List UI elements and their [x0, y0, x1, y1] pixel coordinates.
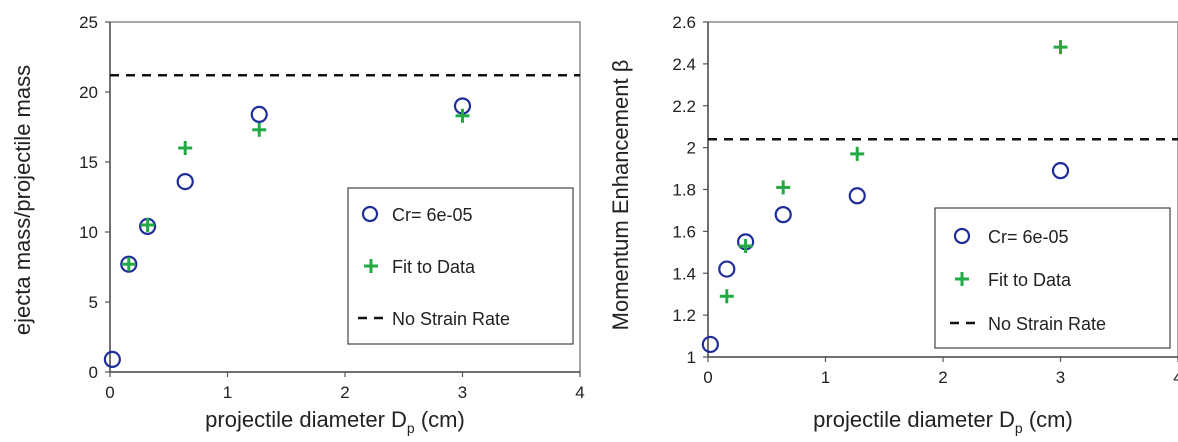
fit-data-point — [850, 146, 865, 161]
x-tick-label: 2 — [938, 368, 947, 387]
legend-label-dashed: No Strain Rate — [392, 309, 510, 329]
y-tick-label: 1.6 — [672, 222, 696, 241]
x-tick-label: 2 — [340, 383, 349, 402]
cr-data-point — [176, 173, 194, 191]
y-tick-label: 0 — [89, 363, 98, 382]
legend-marker-plus — [364, 259, 378, 273]
legend-box — [347, 187, 574, 345]
legend-label-circle: Cr= 6e-05 — [988, 227, 1069, 247]
y-tick-label: 2.6 — [672, 13, 696, 32]
legend-label-plus: Fit to Data — [988, 270, 1072, 290]
fit-data-point — [178, 141, 193, 155]
y-tick-label: 2 — [687, 139, 696, 158]
x-tick-label: 0 — [105, 383, 114, 402]
x-axis-title: projectile diameter Dp (cm) — [205, 407, 465, 436]
x-tick-label: 0 — [703, 368, 712, 387]
y-axis-title: Momentum Enhancement β — [608, 60, 633, 331]
fit-data-point — [776, 180, 791, 195]
fit-data-point — [455, 108, 470, 123]
y-tick-label: 2.4 — [672, 55, 696, 74]
chart-ejecta-mass: 0 1 2 3 4 0 5 10 15 20 25 Cr= 6e-05 Fit to Data N… — [10, 13, 585, 436]
legend-box — [934, 207, 1171, 349]
y-tick-label: 1.2 — [672, 306, 696, 325]
cr-data-point — [774, 206, 792, 224]
y-tick-label: 1.8 — [672, 181, 696, 200]
y-axis-title: ejecta mass/projectile mass — [10, 65, 35, 335]
x-tick-label: 3 — [458, 383, 467, 402]
fit-data-point — [1053, 40, 1068, 55]
legend-label-circle: Cr= 6e-05 — [392, 205, 473, 225]
legend-marker-plus — [955, 272, 969, 286]
y-tick-label: 25 — [79, 13, 98, 32]
x-tick-label: 1 — [821, 368, 830, 387]
y-tick-label: 5 — [89, 293, 98, 312]
cr-data-point — [120, 255, 138, 273]
cr-data-point — [718, 260, 736, 278]
fit-data-point — [121, 257, 136, 272]
y-tick-label: 2.2 — [672, 97, 696, 116]
fit-data-point — [738, 239, 753, 254]
y-tick-label: 15 — [79, 153, 98, 172]
cr-data-point — [701, 335, 719, 354]
cr-data-point — [250, 105, 268, 124]
x-tick-label: 4 — [1173, 368, 1178, 387]
y-tick-label: 10 — [79, 223, 98, 242]
legend-label-plus: Fit to Data — [392, 257, 476, 277]
y-tick-label: 20 — [79, 83, 98, 102]
x-tick-label: 3 — [1056, 368, 1065, 387]
cr-data-point — [103, 350, 121, 368]
fit-data-point — [140, 218, 155, 232]
legend: Cr= 6e-05 Fit to Data No Strain Rate — [934, 207, 1171, 349]
legend-marker-circle — [953, 227, 971, 245]
x-tick-label: 1 — [223, 383, 232, 402]
legend-label-dashed: No Strain Rate — [988, 314, 1106, 334]
fit-data-point — [719, 289, 734, 304]
fit-data-point — [252, 122, 267, 137]
x-axis-title: projectile diameter Dp (cm) — [813, 407, 1073, 436]
legend-marker-circle — [361, 205, 379, 223]
y-tick-label: 1.4 — [672, 264, 696, 283]
legend: Cr= 6e-05 Fit to Data No Strain Rate — [347, 187, 574, 345]
x-tick-label: 4 — [575, 383, 584, 402]
cr-data-point — [1051, 162, 1070, 180]
cr-data-point — [848, 187, 866, 205]
y-tick-label: 1 — [687, 348, 696, 367]
